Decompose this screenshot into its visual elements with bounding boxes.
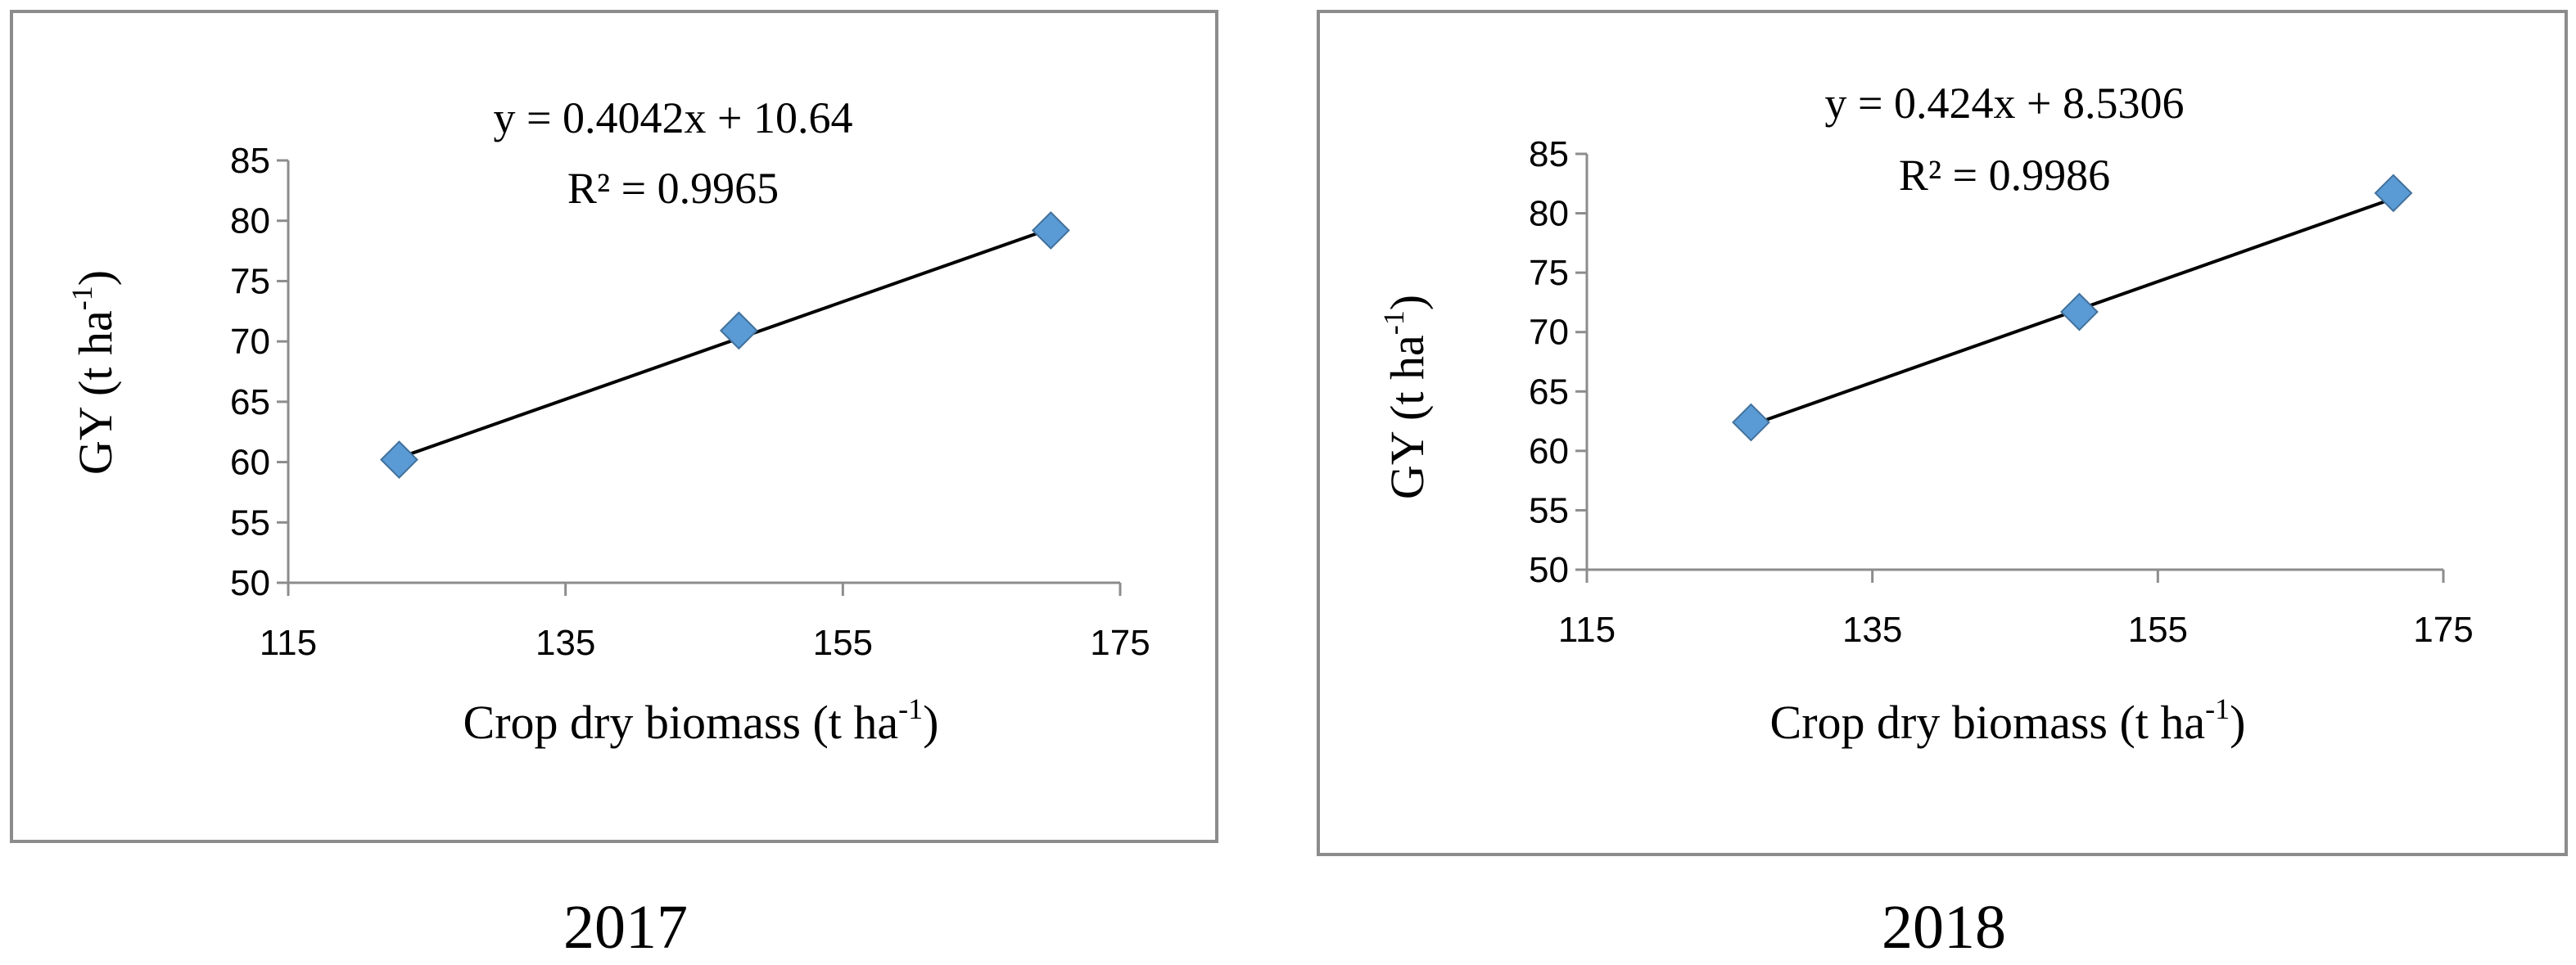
y-tick-label: 60	[1529, 431, 1569, 471]
y-tick-label: 60	[230, 443, 270, 483]
chart-frame	[10, 10, 1218, 843]
x-tick-label: 135	[1842, 610, 1902, 650]
y-tick-label: 65	[1529, 372, 1569, 412]
y-tick-label: 75	[230, 261, 270, 301]
y-axis-title: GY (t ha-1)	[1377, 295, 1434, 499]
x-axis-title-end: )	[923, 696, 938, 749]
x-tick-label: 175	[2413, 610, 2473, 650]
trendline	[398, 227, 1051, 460]
chart-2017: 50 55 60 65 70 75 80 85 115 135 155 175 y = 0.4042x …	[10, 10, 1218, 962]
x-axis-title-sup: -1	[2205, 692, 2230, 725]
data-point	[380, 440, 418, 480]
x-tick-label: 155	[2128, 610, 2188, 650]
y-tick-label: 55	[230, 503, 270, 543]
y-axis-title-sup: -1	[1377, 310, 1410, 335]
trendline-equation: y = 0.4042x + 10.64	[494, 93, 853, 142]
chart-caption: 2017	[563, 893, 688, 962]
x-tick-label: 115	[260, 623, 317, 663]
x-axis-title-sup: -1	[898, 692, 923, 725]
x-axis-title-main: Crop dry biomass (t ha	[1770, 696, 2206, 749]
trendline-r2: R² = 0.9965	[567, 164, 779, 213]
y-axis-title-end: )	[1381, 295, 1434, 310]
trendline-r2: R² = 0.9986	[1899, 151, 2110, 200]
y-axis-title-main: GY (t ha	[1381, 335, 1434, 499]
y-tick-label: 55	[1529, 490, 1569, 530]
y-axis-title: GY (t ha-1)	[66, 270, 122, 475]
x-tick-label: 135	[536, 623, 595, 663]
x-axis-title-end: )	[2230, 696, 2245, 749]
data-point	[2060, 292, 2099, 331]
x-tick-label: 175	[1090, 623, 1150, 663]
x-tick-label: 155	[813, 623, 873, 663]
y-tick-label: 70	[1529, 313, 1569, 353]
x-axis-title: Crop dry biomass (t ha-1)	[1770, 692, 2246, 749]
y-tick-label: 70	[230, 322, 270, 362]
y-tick-label: 80	[1529, 194, 1569, 234]
y-tick-label: 50	[230, 563, 270, 603]
data-point	[1732, 403, 1770, 442]
y-tick-label: 85	[230, 141, 270, 181]
x-tick-label: 115	[1558, 610, 1616, 650]
y-tick-label: 65	[230, 382, 270, 422]
y-axis-title-end: )	[69, 270, 122, 286]
data-point	[1031, 211, 1070, 250]
chart-2018: 50 55 60 65 70 75 80 85 115 135 155 175 y = 0.424x +…	[1317, 10, 2568, 962]
y-tick-label: 75	[1529, 253, 1569, 293]
y-tick-label: 50	[1529, 550, 1569, 590]
y-tick-label: 85	[1529, 134, 1569, 174]
trendline-equation: y = 0.424x + 8.5306	[1825, 79, 2185, 128]
x-axis-title-main: Crop dry biomass (t ha	[463, 696, 899, 749]
y-tick-label: 80	[230, 201, 270, 241]
chart-frame	[1317, 10, 2568, 856]
y-axis-title-sup: -1	[66, 286, 98, 310]
data-point	[2374, 174, 2413, 213]
chart-caption: 2018	[1882, 893, 2006, 962]
data-point	[719, 311, 758, 350]
x-axis-title: Crop dry biomass (t ha-1)	[463, 692, 939, 749]
y-axis-title-main: GY (t ha	[69, 310, 122, 475]
